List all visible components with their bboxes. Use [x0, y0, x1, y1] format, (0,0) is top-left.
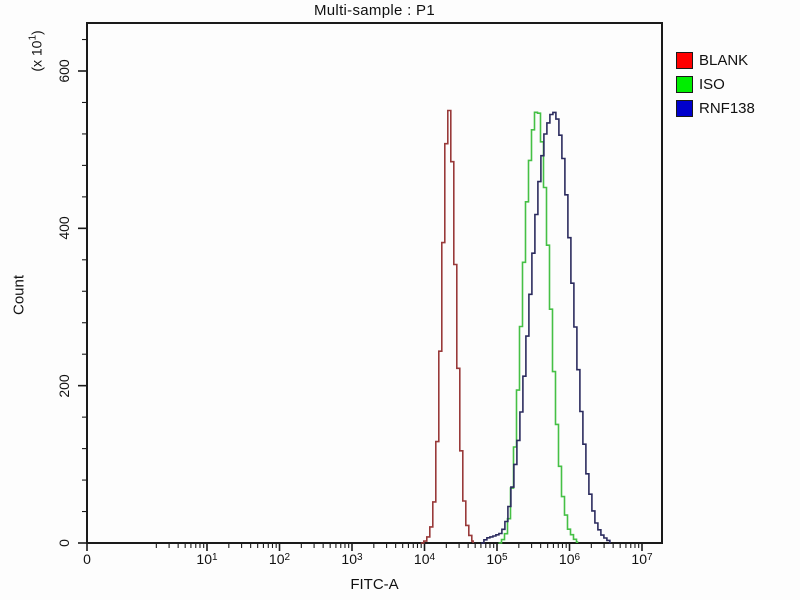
- x-tick-label: 104: [413, 551, 436, 567]
- legend-row-iso: ISO: [676, 75, 755, 94]
- x-tick-label: 0: [83, 551, 91, 567]
- x-axis-label: FITC-A: [350, 576, 399, 593]
- legend-swatch-blank: [676, 52, 693, 69]
- y-axis-unit-prefix: (x 10: [28, 40, 45, 72]
- legend-swatch-iso: [676, 76, 693, 93]
- plot-frame: [86, 22, 663, 544]
- x-tick-label: 107: [631, 551, 653, 567]
- y-tick-label: 200: [56, 373, 72, 398]
- curve-blank: [420, 109, 474, 544]
- y-axis-label: Count: [10, 274, 28, 316]
- legend-label: BLANK: [699, 52, 749, 69]
- y-axis-unit-label: (x 101): [28, 30, 45, 71]
- x-tick-label: 105: [486, 551, 508, 567]
- x-tick-label: 103: [341, 551, 363, 567]
- legend-label: RNF138: [699, 100, 755, 117]
- x-tick-label: 102: [268, 551, 291, 567]
- legend-row-blank: BLANK: [676, 51, 755, 70]
- y-axis-unit-exponent: 1: [27, 34, 39, 41]
- legend-label: ISO: [699, 76, 725, 93]
- y-tick-label: 400: [56, 216, 72, 241]
- legend-swatch-rnf138: [676, 100, 693, 117]
- x-tick-label: 106: [558, 551, 581, 567]
- legend-row-rnf138: RNF138: [676, 99, 755, 118]
- y-tick-label: 600: [56, 59, 72, 83]
- curve-rnf138: [480, 111, 611, 544]
- chart-title: Multi-sample : P1: [314, 2, 435, 19]
- y-tick-label: 0: [56, 539, 72, 547]
- x-tick-label: 101: [196, 551, 218, 567]
- y-axis-unit-suffix: ): [28, 30, 45, 35]
- legend: BLANK ISO RNF138: [676, 51, 755, 123]
- curve-iso: [498, 111, 579, 544]
